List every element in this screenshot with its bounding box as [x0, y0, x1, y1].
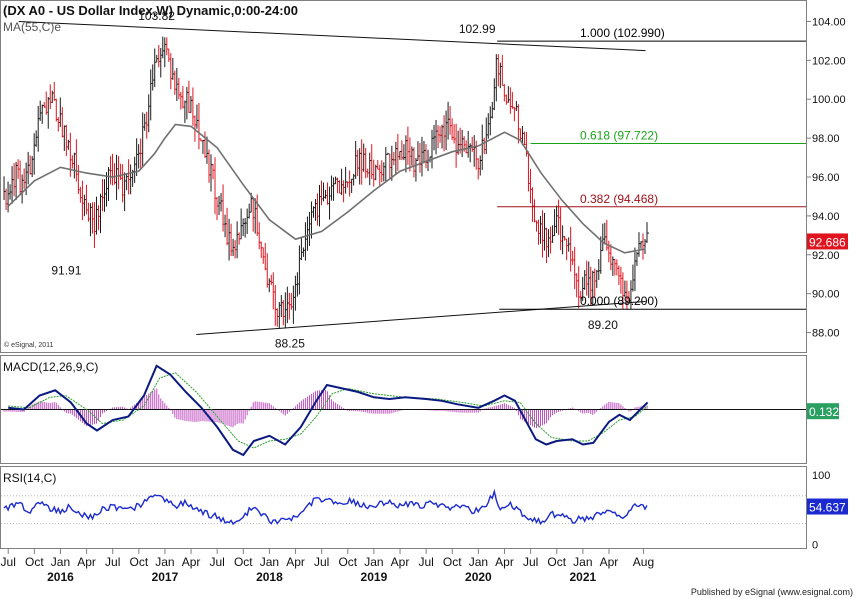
- x-month-label: Oct: [443, 555, 462, 569]
- price-ytick-label: 96.00: [812, 172, 840, 184]
- rsi-value: 54.637: [809, 501, 846, 515]
- fib-382-label: 0.382 (94.468): [580, 192, 658, 206]
- x-year-label: 2019: [361, 570, 388, 584]
- macd-signal-line: [8, 372, 648, 449]
- x-year-label: 2021: [570, 570, 597, 584]
- ma-line: [7, 123, 646, 254]
- rsi-layer: [1, 488, 806, 526]
- swing-annotation: 103.82: [138, 9, 175, 23]
- price-ytick-label: 92.00: [812, 250, 840, 262]
- rsi-title: RSI(14,C): [3, 471, 56, 485]
- macd-value-badge: [807, 403, 839, 420]
- x-month-label: Apr: [286, 555, 305, 569]
- x-month-label: Jul: [1, 555, 16, 569]
- rsi-ytick-label: 100: [812, 470, 830, 482]
- chart-title: (DX A0 - US Dollar Index,W) Dynamic,0:00…: [3, 3, 298, 18]
- swing-annotation: 89.20: [588, 318, 618, 332]
- x-month-label: Jan: [364, 555, 383, 569]
- macd-value: 0.132: [809, 405, 839, 419]
- x-month-label: Jan: [260, 555, 279, 569]
- x-month-label: Apr: [77, 555, 96, 569]
- rsi-ytick-label: 0: [812, 540, 818, 552]
- last-price-badge: [807, 233, 848, 250]
- swing-annotation: 91.91: [51, 264, 81, 278]
- price-ytick-label: 104.00: [812, 16, 846, 28]
- fib-0-label: 0.000 (89.200): [580, 294, 658, 308]
- watermark: © eSignal, 2011: [4, 341, 54, 349]
- x-month-label: Apr: [182, 555, 201, 569]
- price-ytick-label: 88.00: [812, 328, 840, 340]
- x-year-label: 2016: [47, 570, 74, 584]
- x-month-label: Jul: [418, 555, 433, 569]
- publisher-footer: Published by eSignal (www.esignal.com): [691, 587, 853, 597]
- price-panel-frame: [0, 0, 807, 353]
- x-month-label: Oct: [25, 555, 44, 569]
- x-month-label: Jan: [155, 555, 174, 569]
- price-ytick-label: 98.00: [812, 133, 840, 145]
- swing-annotation: 102.99: [459, 22, 496, 36]
- x-month-label: Apr: [600, 555, 619, 569]
- ma-label: MA(55,C)e: [3, 20, 61, 34]
- fib-618-label: 0.618 (97.722): [580, 129, 658, 143]
- x-month-label: Oct: [547, 555, 566, 569]
- macd-line: [8, 364, 649, 457]
- macd-layer: [1, 364, 806, 457]
- trendline-resistance: [18, 20, 646, 52]
- trendline-support: [196, 300, 646, 335]
- price-ytick-label: 90.00: [812, 289, 840, 301]
- last-price-value: 92.686: [809, 235, 846, 249]
- rsi-value-badge: [807, 498, 848, 515]
- price-ytick-label: 102.00: [812, 55, 846, 67]
- price-ytick-label: 100.00: [812, 94, 846, 106]
- x-month-label: Oct: [129, 555, 148, 569]
- macd-title: MACD(12,26,9,C): [3, 360, 98, 374]
- fib-100-label: 1.000 (102.990): [580, 26, 665, 40]
- price-ytick-label: 94.00: [812, 211, 840, 223]
- price-layer: 1.000 (102.990) 0.618 (97.722) 0.382 (94.4…: [3, 9, 806, 351]
- swing-annotation: 88.25: [275, 337, 305, 351]
- x-year-label: 2017: [152, 570, 179, 584]
- x-month-label: Jan: [469, 555, 488, 569]
- x-month-label: Oct: [338, 555, 357, 569]
- axis-layer: 88.00 90.00 92.00 94.00 96.00 98.00 100.00 102.…: [1, 16, 848, 584]
- x-month-label: Jul: [314, 555, 329, 569]
- x-month-label: Jan: [51, 555, 70, 569]
- x-month-label: Apr: [495, 555, 514, 569]
- x-month-label: Jul: [523, 555, 538, 569]
- x-month-label: Jan: [573, 555, 592, 569]
- x-year-label: 2020: [465, 570, 492, 584]
- x-month-label: Oct: [234, 555, 253, 569]
- rsi-line: [3, 488, 648, 526]
- x-month-label: Aug: [633, 555, 654, 569]
- x-year-label: 2018: [256, 570, 283, 584]
- x-month-label: Jul: [210, 555, 225, 569]
- panel-frames: [0, 0, 807, 549]
- x-month-label: Apr: [391, 555, 410, 569]
- x-month-label: Jul: [105, 555, 120, 569]
